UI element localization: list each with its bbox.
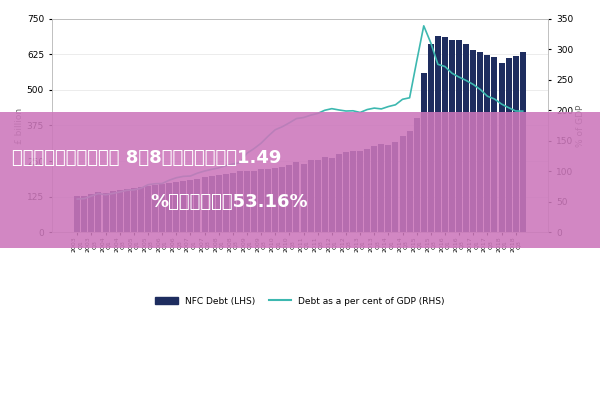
Bar (392, 142, 398, 232)
Legend: NFC Debt (LHS), Debt as a per cent of GDP (RHS): NFC Debt (LHS), Debt as a per cent of GD… (151, 293, 449, 309)
Bar (131, 188, 137, 232)
Bar (470, 50, 476, 232)
Bar (82, 196, 88, 232)
Text: %，转股溢价率53.16%: %，转股溢价率53.16% (150, 193, 308, 211)
Bar (103, 193, 109, 232)
Bar (413, 118, 419, 232)
Bar (159, 184, 165, 232)
Bar (237, 170, 243, 232)
Bar (173, 182, 179, 232)
Bar (166, 183, 172, 232)
Bar (343, 152, 349, 232)
Bar (478, 52, 484, 232)
Bar (484, 55, 490, 232)
Bar (506, 58, 512, 232)
Bar (95, 192, 101, 232)
Bar (74, 196, 80, 232)
Bar (293, 162, 299, 232)
Bar (435, 36, 441, 232)
Bar (421, 73, 427, 232)
Bar (280, 167, 286, 232)
Bar (265, 169, 271, 232)
Bar (520, 52, 526, 232)
Bar (314, 160, 320, 232)
Bar (244, 171, 250, 232)
Bar (251, 170, 257, 232)
Bar (442, 37, 448, 232)
Bar (364, 149, 370, 232)
Bar (456, 40, 462, 232)
Bar (463, 44, 469, 232)
Bar (209, 176, 215, 232)
Bar (385, 146, 391, 232)
Bar (194, 179, 200, 232)
Bar (230, 173, 236, 232)
Bar (379, 144, 385, 232)
Bar (187, 180, 193, 232)
Bar (357, 151, 363, 232)
Bar (202, 177, 208, 232)
Bar (499, 62, 505, 232)
Bar (138, 187, 144, 232)
Bar (110, 191, 116, 232)
Bar (428, 44, 434, 232)
Bar (371, 146, 377, 232)
Bar (145, 186, 151, 232)
Bar (258, 169, 264, 232)
Y-axis label: £ billion: £ billion (15, 108, 24, 144)
Bar (336, 154, 342, 232)
Bar (308, 160, 314, 232)
Bar (322, 157, 328, 232)
Bar (181, 181, 187, 232)
Bar (88, 194, 94, 232)
Bar (286, 165, 292, 232)
Text: 股票在哪里可以加杠杆 8月8日苏利转债上涨1.49: 股票在哪里可以加杠杆 8月8日苏利转债上涨1.49 (12, 149, 281, 167)
Bar (124, 189, 130, 232)
Bar (449, 40, 455, 232)
Bar (407, 131, 413, 232)
Bar (152, 184, 158, 232)
Bar (350, 151, 356, 232)
Bar (301, 164, 307, 232)
Bar (215, 175, 221, 232)
Bar (491, 57, 497, 232)
Y-axis label: % of GDP: % of GDP (576, 104, 585, 147)
Bar (116, 190, 122, 232)
Bar (512, 56, 518, 232)
Bar (329, 158, 335, 232)
Bar (400, 136, 406, 232)
Bar (272, 168, 278, 232)
Bar (223, 174, 229, 232)
